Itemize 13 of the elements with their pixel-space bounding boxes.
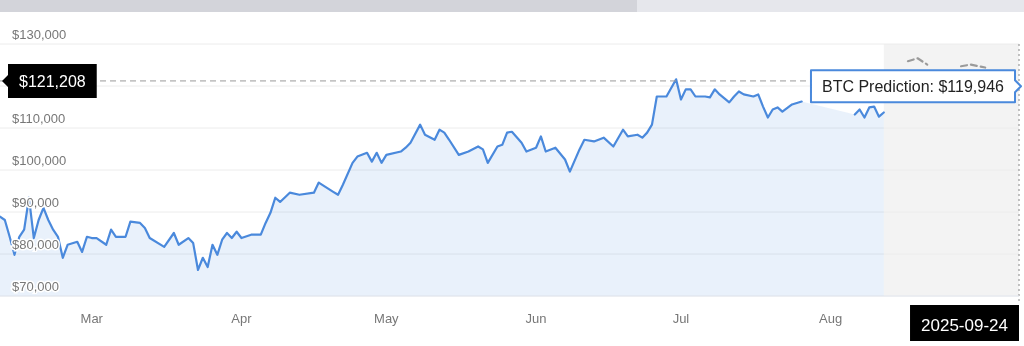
annotation: BTC Prediction: $119,946: [821, 78, 1005, 96]
text: 2025-09-24: [921, 316, 1008, 335]
y-tick-label: $110,000: [12, 111, 66, 126]
y-tick-label: $130,000: [12, 27, 67, 42]
x-tick-label: Aug: [819, 311, 843, 326]
x-tick-label: Jun: [525, 311, 547, 326]
ref-line-label: $121,208: [19, 72, 86, 90]
x-tick-label: Mar: [80, 311, 104, 326]
x-tick-label: Jul: [672, 311, 690, 326]
x-tick-label: Apr: [231, 311, 253, 326]
x-tick-label: May: [374, 311, 400, 326]
y-tick-label: $70,000: [12, 279, 59, 294]
y-tick-label: $100,000: [12, 153, 67, 168]
